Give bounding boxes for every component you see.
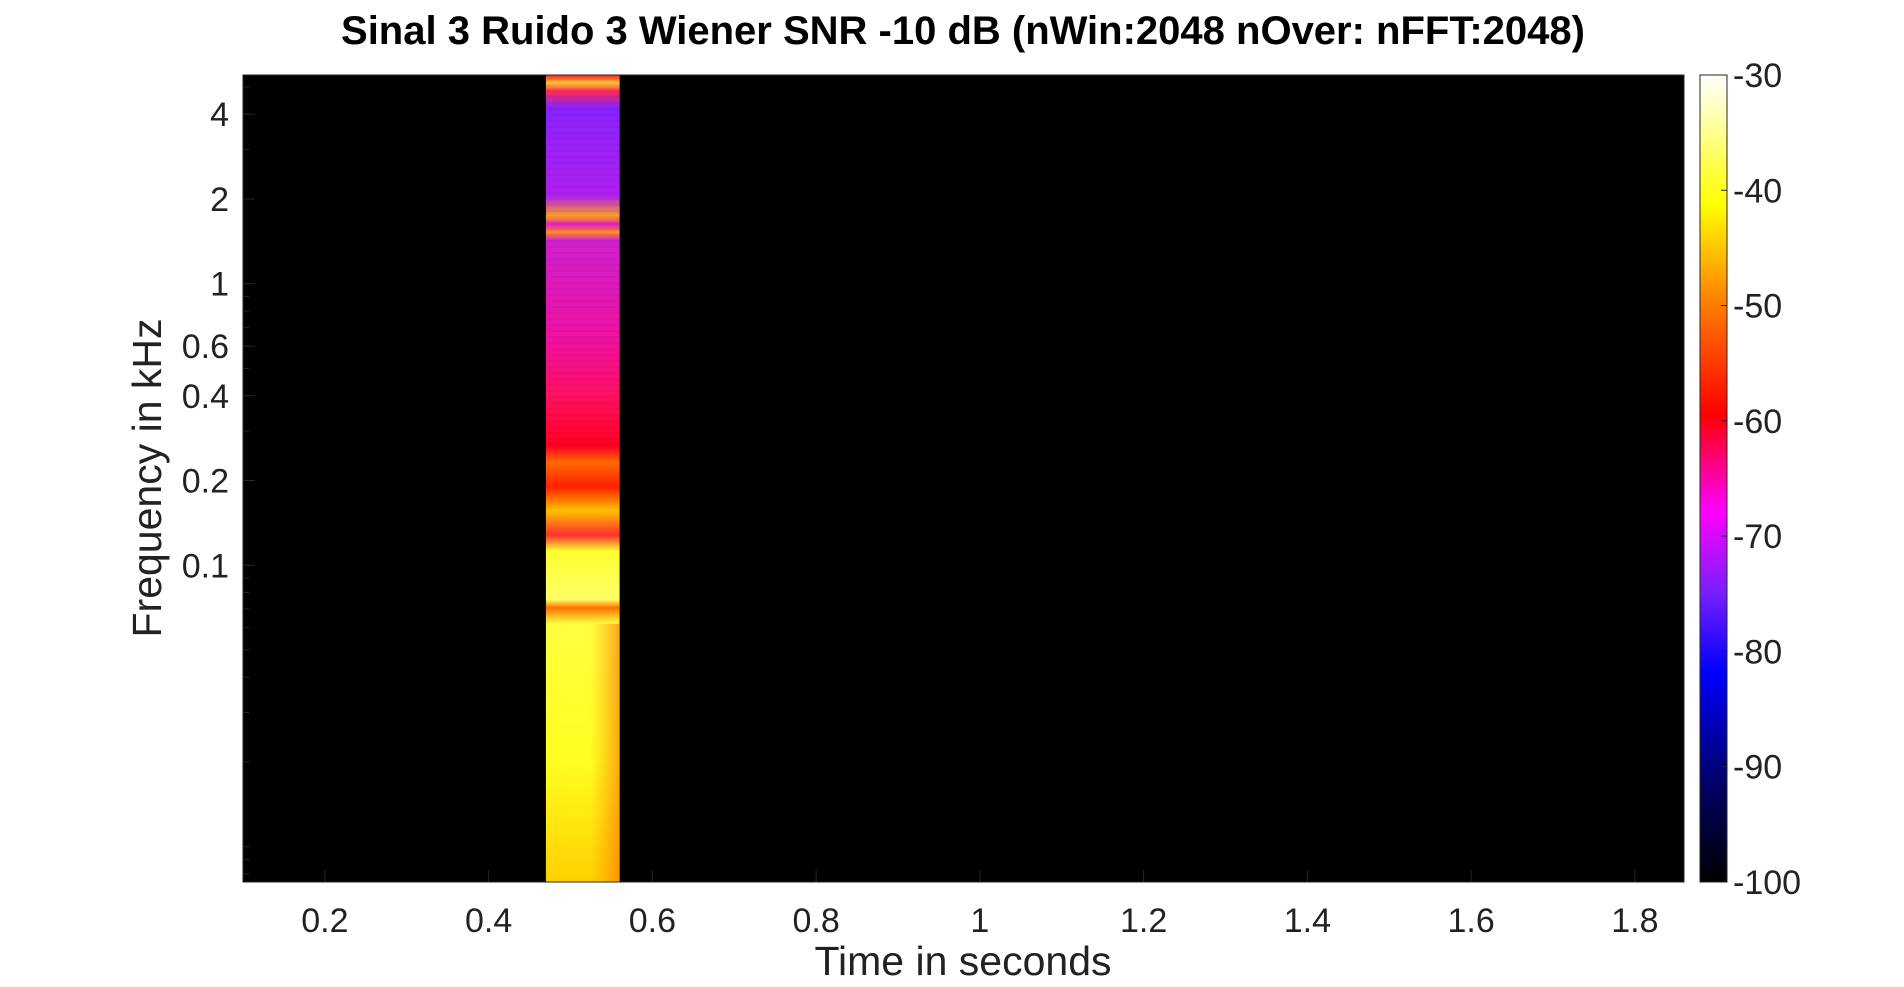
x-axis-label: Time in seconds [815,938,1112,984]
colorbar-tick-label: -40 [1733,172,1782,210]
colorbar-tick-label: -100 [1733,864,1801,902]
colorbar-tick-label: -60 [1733,403,1782,441]
colorbar-tick-label: -70 [1733,518,1782,556]
y-tick-label: 1 [210,266,229,304]
colorbar-ticks: -30 -40 -50 -60 -70 -80 -90 -100 [1721,57,1801,902]
x-tick-label: 0.4 [465,902,512,940]
y-tick-label: 0.4 [182,378,229,416]
y-tick-label: 0.6 [182,328,229,366]
y-tick-label: 2 [210,181,229,219]
active-band-harmonic-lines [545,78,620,446]
y-tick-label: 4 [210,96,229,134]
colorbar-tick-label: -30 [1733,57,1782,95]
chart-title: Sinal 3 Ruido 3 Wiener SNR -10 dB (nWin:… [341,9,1585,53]
plot-frame [242,74,1685,883]
y-axis-label: Frequency in kHz [124,318,170,637]
x-tick-label: 1 [970,902,989,940]
x-tick-label: 0.6 [629,902,676,940]
y-tick-label: 0.2 [182,463,229,501]
x-axis: 0.2 0.4 0.6 0.8 1 1.2 1.4 1.6 1.8 [301,870,1659,940]
x-tick-label: 0.2 [301,902,348,940]
colorbar-tick-label: -90 [1733,749,1782,787]
colorbar [1699,74,1728,883]
x-tick-label: 0.8 [792,902,839,940]
y-tick-label: 0.1 [182,547,229,585]
active-signal-band-edge [545,623,620,882]
spectrogram-plot-area [243,75,1684,882]
colorbar-tick-label: -50 [1733,288,1782,326]
x-tick-label: 1.4 [1284,902,1331,940]
x-tick-label: 1.6 [1447,902,1494,940]
x-tick-label: 1.2 [1120,902,1167,940]
y-axis: 4 2 1 0.6 0.4 0.2 0.1 [182,86,255,875]
colorbar-tick-label: -80 [1733,633,1782,671]
x-tick-label: 1.8 [1611,902,1658,940]
